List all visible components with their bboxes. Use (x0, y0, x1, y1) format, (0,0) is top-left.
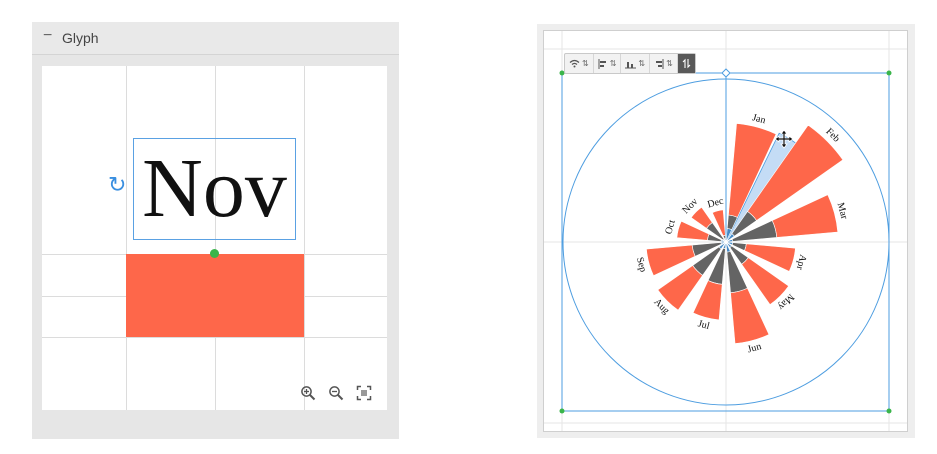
wedge-may-series-3[interactable] (741, 257, 790, 306)
zoom-out-icon[interactable] (327, 383, 345, 403)
wedge-nov-series-3[interactable] (690, 206, 713, 229)
zoom-controls (299, 383, 373, 405)
glyph-panel-title: Glyph (62, 30, 99, 46)
resize-handle[interactable] (559, 408, 565, 414)
align-left-icon (598, 58, 606, 69)
toolbar-button[interactable]: ⇅ (594, 54, 622, 73)
rotate-icon[interactable]: ↻ (108, 172, 127, 197)
collapse-icon[interactable]: − (43, 27, 53, 44)
toolbar-button[interactable]: ⇅ (650, 54, 678, 73)
caret-icon: ⇅ (638, 59, 646, 68)
toolbar-button[interactable]: ⇅ (565, 54, 594, 73)
glyph-panel-header[interactable]: − Glyph (32, 22, 399, 55)
month-label-sep: Sep (634, 256, 649, 273)
wedge-aug-series-3[interactable] (657, 265, 703, 311)
align-right-icon (656, 58, 664, 69)
glyph-rectangle-mark[interactable] (126, 254, 304, 337)
caret-icon: ⇅ (582, 59, 589, 68)
month-label-jul: Jul (697, 318, 711, 332)
grid-line (42, 337, 387, 338)
grid-line (215, 66, 216, 410)
wedge-feb-series-3[interactable] (747, 124, 844, 221)
wedge-jun-series-3[interactable] (730, 287, 770, 344)
swap-vertical-icon (682, 58, 691, 69)
resize-handle[interactable] (886, 408, 892, 414)
wedge-jan-series-3[interactable] (728, 123, 777, 218)
wedge-dec-series-3[interactable] (712, 209, 726, 237)
align-bottom-icon (625, 61, 637, 68)
month-label-jun: Jun (746, 341, 762, 355)
chart-toolbar: ⇅ ⇅ ⇅ ⇅ (564, 53, 696, 74)
caret-icon: ⇅ (666, 59, 673, 68)
wedge-jul-series-3[interactable] (692, 280, 723, 321)
resize-handle[interactable] (559, 70, 565, 76)
move-cursor-icon (774, 129, 794, 149)
month-label-mar: Mar (835, 201, 850, 221)
month-label-oct: Oct (663, 219, 677, 236)
caret-icon: ⇅ (609, 59, 617, 68)
wedge-oct-series-3[interactable] (676, 220, 710, 241)
anchor-handle[interactable] (210, 249, 219, 258)
glyph-editor-canvas[interactable]: Nov ↻ (42, 66, 387, 410)
month-label-dec: Dec (706, 196, 725, 211)
zoom-in-icon[interactable] (299, 383, 317, 403)
wifi-icon (569, 59, 580, 68)
glyph-text-mark[interactable]: Nov (133, 138, 296, 240)
glyph-text: Nov (142, 142, 287, 235)
glyph-panel: − Glyph Nov ↻ (32, 22, 399, 439)
month-label-apr: Apr (794, 253, 809, 272)
fit-to-screen-icon[interactable] (355, 383, 373, 403)
resize-handle[interactable] (886, 70, 892, 76)
month-label-jan: Jan (751, 112, 767, 126)
wedge-sep-series-3[interactable] (646, 244, 696, 277)
angle-handle[interactable] (721, 68, 731, 78)
chart-canvas-frame: Jan Feb Mar Apr May Jun Jul Aug Sep Oct Nov Dec ⇅ (537, 24, 915, 438)
wedge-mar-series-3[interactable] (771, 194, 839, 238)
grid-line (304, 66, 305, 410)
toolbar-button[interactable]: ⇅ (621, 54, 651, 73)
toolbar-button-active[interactable] (677, 54, 695, 73)
chart-canvas[interactable]: Jan Feb Mar Apr May Jun Jul Aug Sep Oct Nov Dec ⇅ (543, 30, 908, 432)
wedge-layer[interactable] (646, 123, 844, 344)
grid-line (126, 66, 127, 410)
wedge-apr-series-3[interactable] (744, 243, 796, 272)
